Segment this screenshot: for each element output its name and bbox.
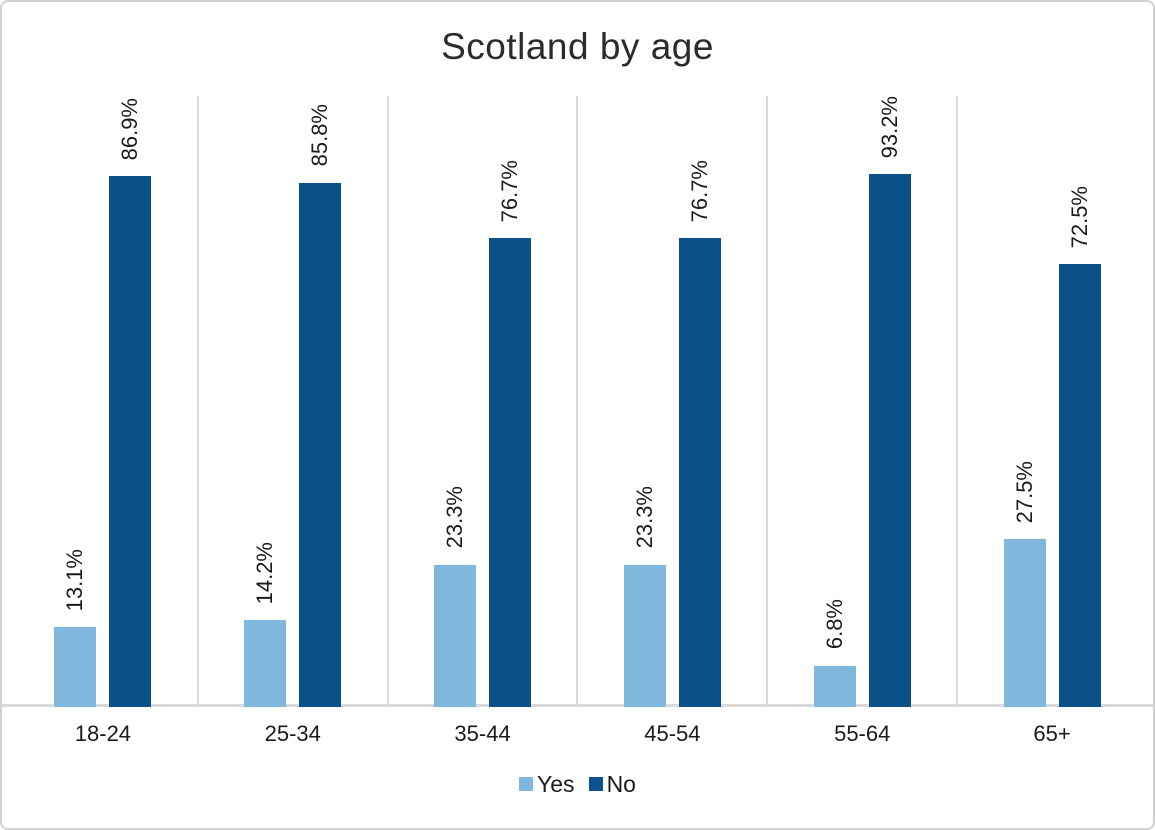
chart-title: Scotland by age	[441, 26, 714, 67]
legend-label: No	[606, 770, 636, 797]
legend-item-no: No	[588, 770, 636, 798]
bar-no	[1058, 264, 1101, 707]
bar-wrap-no: 72.5%	[1058, 96, 1101, 707]
bar-wrap-no: 76.7%	[678, 96, 721, 707]
bar-yes	[434, 564, 477, 707]
bar-value-label: 13.1%	[62, 548, 88, 611]
bar-value-label: 72.5%	[1066, 185, 1092, 248]
bar-value-label: 85.8%	[307, 104, 333, 167]
bar-group-18-24: 13.1% 86.9%	[8, 96, 199, 707]
bar-no	[489, 238, 532, 707]
bar-group-25-34: 14.2% 85.8%	[198, 96, 389, 707]
bar-value-label: 27.5%	[1011, 460, 1037, 523]
bar-value-label: 76.7%	[686, 160, 712, 223]
bar-group-65+: 27.5% 72.5%	[957, 96, 1147, 707]
bar-wrap-yes: 27.5%	[1003, 96, 1046, 707]
bar-value-label: 86.9%	[117, 97, 143, 160]
bar-value-label: 23.3%	[631, 486, 657, 549]
x-axis-label: 45-54	[644, 721, 701, 746]
bar-no	[868, 174, 911, 707]
bar-yes	[54, 627, 97, 707]
legend-swatch-icon	[519, 777, 534, 791]
x-axis-label: 18-24	[74, 721, 132, 746]
bar-wrap-no: 86.9%	[109, 96, 152, 707]
bar-yes	[813, 665, 856, 707]
bar-value-label: 14.2%	[252, 541, 278, 605]
bar-wrap-no: 85.8%	[299, 96, 342, 707]
bar-wrap-yes: 6.8%	[813, 96, 856, 707]
bar-no	[299, 182, 342, 707]
bar-yes	[244, 620, 287, 707]
x-axis-label: 65+	[1033, 721, 1071, 746]
bar-no	[678, 238, 721, 707]
bar-group-35-44: 23.3% 76.7%	[388, 96, 579, 707]
bar-value-label: 23.3%	[442, 486, 468, 549]
bar-wrap-no: 93.2%	[868, 96, 911, 707]
bar-wrap-yes: 23.3%	[623, 96, 666, 707]
bar-yes	[623, 564, 666, 707]
legend-swatch-icon	[588, 777, 603, 791]
legend-item-yes: Yes	[519, 771, 575, 798]
x-axis: 18-24 25-34 35-44 45-54 55-64 65+	[8, 718, 1147, 750]
bar-wrap-yes: 23.3%	[434, 96, 477, 707]
x-axis-label: 55-64	[834, 721, 891, 746]
bar-wrap-yes: 14.2%	[244, 96, 287, 707]
bar-group-45-54: 23.3% 76.7%	[577, 96, 769, 707]
bar-wrap-no: 76.7%	[489, 96, 532, 707]
bar-value-label: 93.2%	[876, 96, 902, 159]
plot-area: 13.1% 86.9% 14.2% 85.8% 23.3% 76.7% 23.3% 76.7%…	[8, 96, 1147, 707]
bar-yes	[1003, 539, 1046, 707]
bar-value-label: 6.8%	[821, 599, 847, 650]
bar-no	[109, 176, 152, 707]
bar-group-55-64: 6.8% 93.2%	[767, 96, 958, 707]
legend: Yes No	[2, 766, 1153, 802]
bar-wrap-yes: 13.1%	[54, 96, 97, 707]
x-axis-label: 25-34	[264, 721, 321, 746]
legend-label: Yes	[537, 770, 575, 797]
x-axis-label: 35-44	[454, 721, 511, 746]
bar-value-label: 76.7%	[497, 160, 523, 223]
